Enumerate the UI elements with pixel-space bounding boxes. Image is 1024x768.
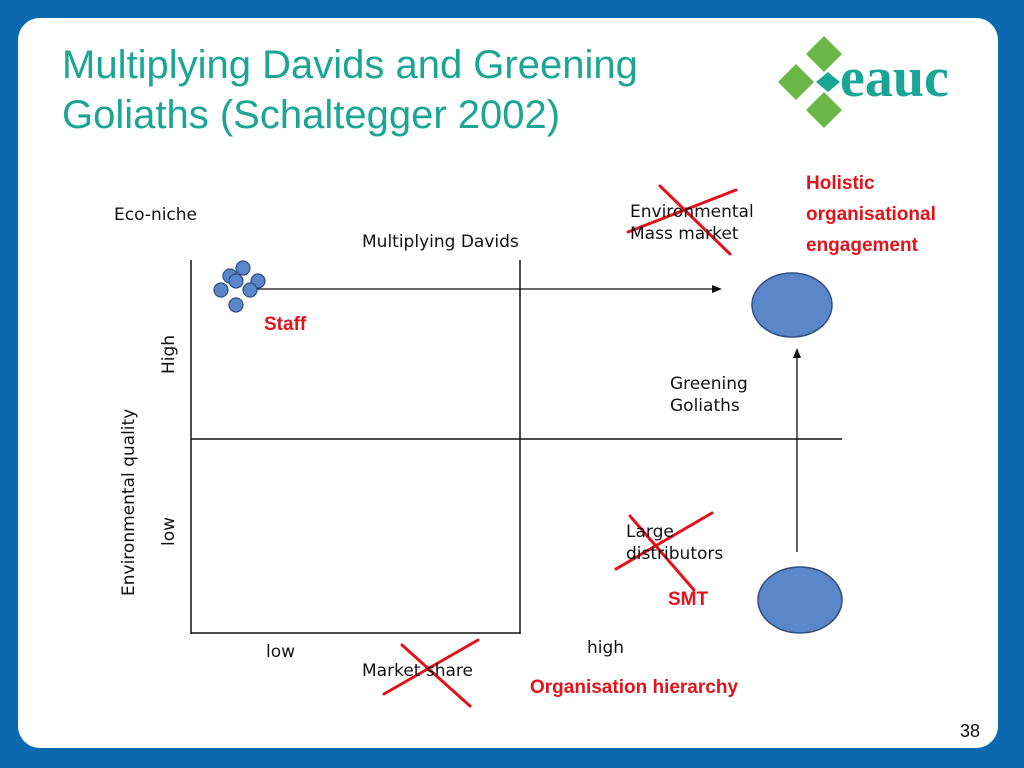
page-number: 38 (959, 721, 980, 741)
x-high-label: high (587, 638, 625, 658)
staff-dot (242, 282, 258, 298)
staff-annotation: Staff (264, 314, 307, 335)
smt-annotation: SMT (668, 589, 709, 610)
environmental-mass-market-label: Environmental Mass market (630, 201, 754, 245)
title-line-2: Goliaths (Schaltegger 2002) (62, 93, 561, 137)
staff-cluster (213, 260, 266, 313)
slide: Multiplying Davids and Greening Goliaths… (18, 18, 998, 748)
quadrant-diagram (190, 184, 843, 708)
multiplying-davids-label: Multiplying Davids (362, 232, 519, 252)
y-low-label: low (159, 516, 179, 546)
holistic-line2: organisational (806, 204, 936, 225)
eco-niche-label: Eco-niche (114, 205, 198, 225)
holistic-line1: Holistic (806, 173, 875, 194)
organisation-hierarchy-annotation: Organisation hierarchy (530, 677, 739, 698)
title-line-1: Multiplying Davids and Greening (62, 43, 638, 87)
large-distributors-line1: Large (626, 522, 674, 542)
smt-circle (757, 566, 843, 634)
holistic-circle (751, 272, 833, 338)
cross-market-share (382, 638, 480, 708)
arrow-head-up (793, 348, 801, 358)
x-axis-label: Market share (362, 661, 473, 681)
staff-dot (235, 260, 251, 276)
staff-dot (213, 282, 229, 298)
y-high-label: High (159, 334, 179, 374)
logo-text: eauc (840, 47, 949, 109)
staff-dot (228, 273, 244, 289)
greening-goliaths-label: Greening Goliaths (670, 373, 748, 417)
arrow-head-right (712, 285, 722, 293)
holistic-line3: engagement (806, 235, 918, 256)
environmental-mass-market-line1: Environmental (630, 202, 754, 222)
slide-title: Multiplying Davids and Greening Goliaths… (62, 40, 638, 140)
greening-goliaths-line1: Greening (670, 374, 748, 394)
holistic-engagement-annotation: Holistic organisational engagement (806, 168, 936, 261)
leaf-icon (778, 36, 842, 128)
large-distributors-line2: distributors (626, 544, 724, 564)
eauc-logo: eauc (778, 36, 949, 128)
y-axis-label: Environmental quality (119, 408, 139, 596)
staff-dot (228, 297, 244, 313)
cross-environmental-mass-market (626, 184, 738, 256)
environmental-mass-market-line2: Mass market (630, 224, 739, 244)
cross-large-distributors (614, 511, 714, 592)
large-distributors-label: Large distributors (626, 521, 723, 565)
x-low-label: low (266, 642, 296, 662)
greening-goliaths-line2: Goliaths (670, 396, 740, 416)
